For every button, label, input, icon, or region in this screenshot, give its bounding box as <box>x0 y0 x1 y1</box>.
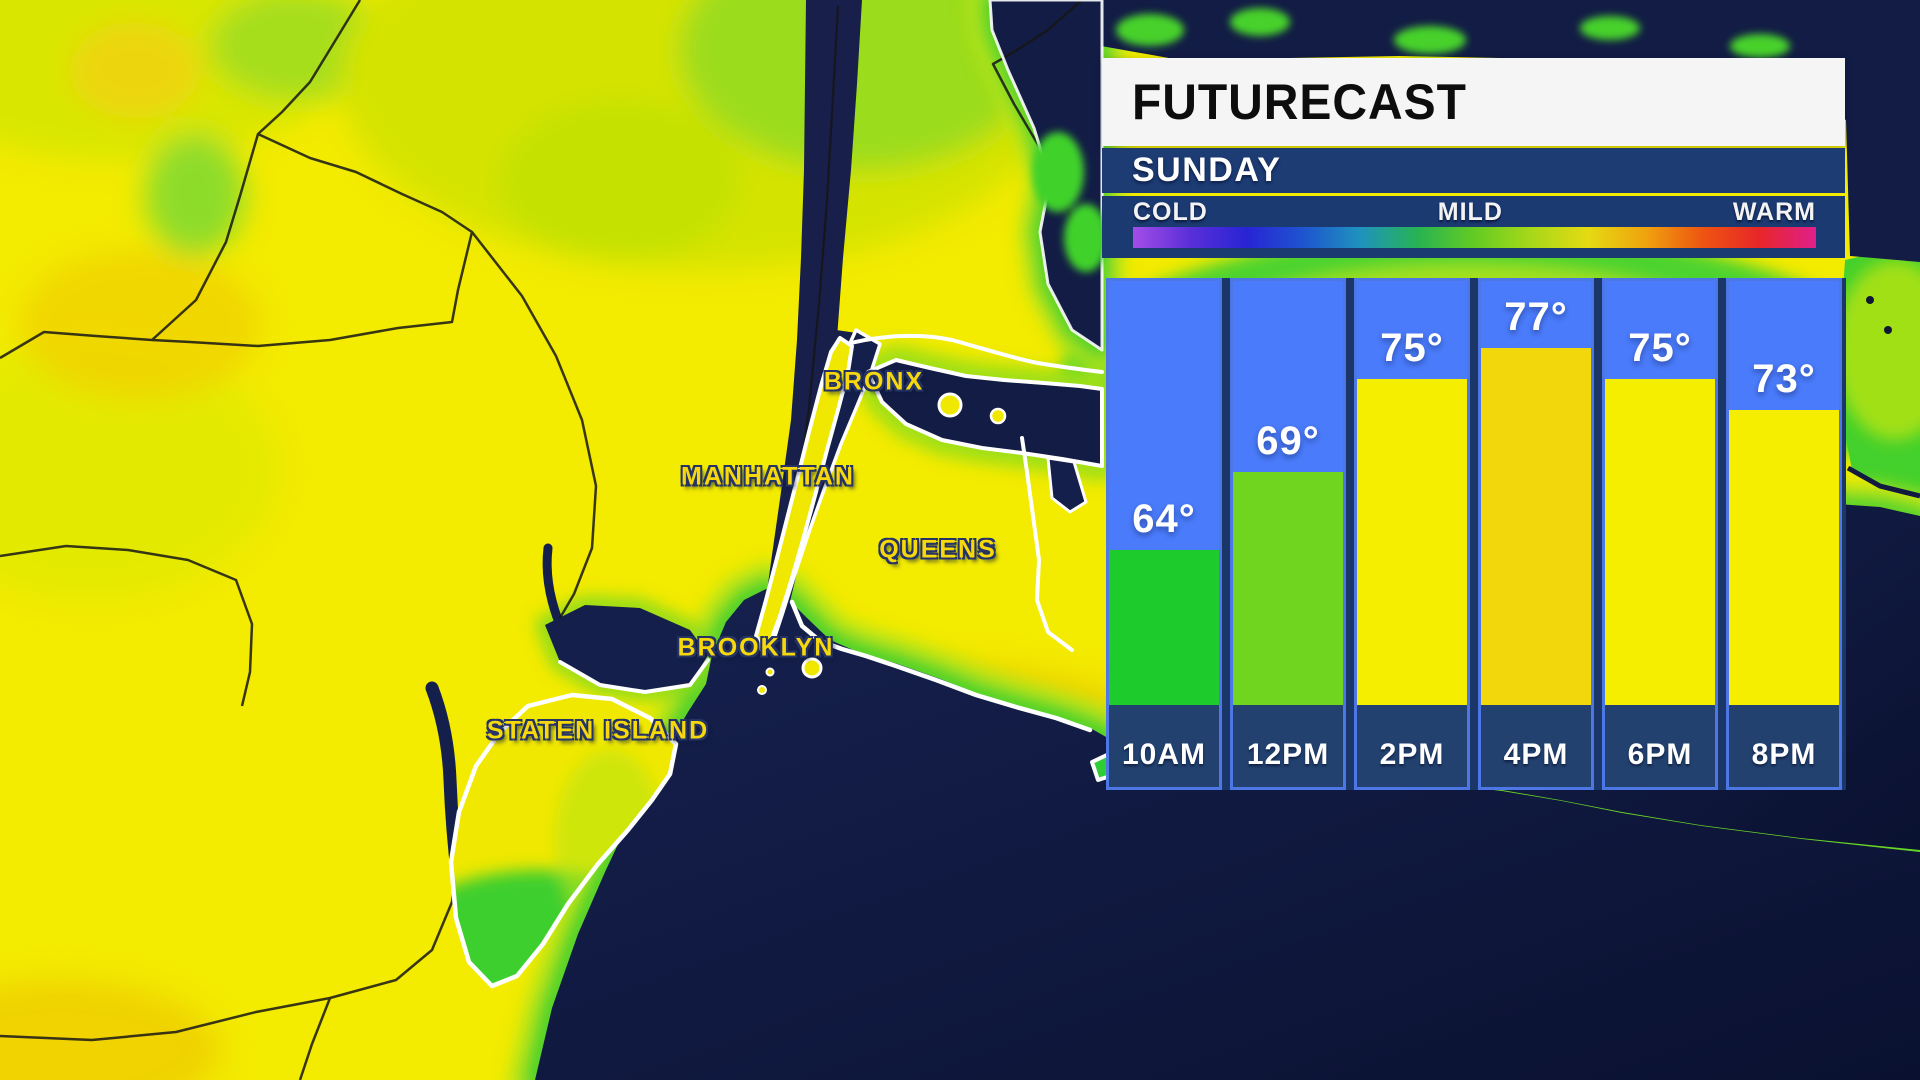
hourly-forecast-columns: 64° 10AM 69° 12PM 75° 2PM 77° 4PM 75° 6PM 73° 8PM <box>1106 278 1846 790</box>
map-region-label-brooklyn: BROOKLYN <box>677 633 835 662</box>
column-bar-area: 64° <box>1109 281 1219 705</box>
forecast-column: 64° 10AM <box>1106 278 1222 790</box>
scale-labels: COLD MILD WARM <box>1133 198 1816 227</box>
temperature-bar <box>1481 348 1591 705</box>
map-region-label-bronx: BRONX <box>823 367 925 396</box>
time-label: 4PM <box>1481 705 1591 787</box>
column-bar-area: 77° <box>1481 281 1591 705</box>
panel-title: FUTURECAST <box>1132 74 1467 130</box>
temperature-bar <box>1109 550 1219 705</box>
temperature-label: 73° <box>1752 357 1816 401</box>
column-bar-area: 75° <box>1357 281 1467 705</box>
temperature-bar <box>1357 379 1467 705</box>
map-region-label-queens: QUEENS <box>879 535 997 564</box>
temperature-gradient-bar <box>1133 227 1816 248</box>
temperature-label: 77° <box>1504 295 1568 339</box>
scale-label-warm: WARM <box>1732 198 1816 226</box>
day-bar: SUNDAY <box>1102 148 1845 193</box>
column-bar-area: 69° <box>1233 281 1343 705</box>
queens-nassau-border <box>1020 436 1074 652</box>
temperature-scale: COLD MILD WARM <box>1102 196 1845 258</box>
column-bar-area: 75° <box>1605 281 1715 705</box>
right-shore-coastline <box>1846 465 1920 499</box>
borough-outlines <box>451 0 1430 986</box>
bronx-border <box>841 333 1104 374</box>
temperature-label: 69° <box>1256 419 1320 463</box>
temperature-bar <box>1233 472 1343 705</box>
brooklyn-coast <box>789 599 1093 733</box>
temperature-label: 64° <box>1132 497 1196 541</box>
time-label: 2PM <box>1357 705 1467 787</box>
forecast-column: 73° 8PM <box>1726 278 1842 790</box>
scale-label-cold: COLD <box>1133 198 1208 226</box>
day-label: SUNDAY <box>1132 151 1282 189</box>
column-bar-area: 73° <box>1729 281 1839 705</box>
time-label: 12PM <box>1233 705 1343 787</box>
time-label: 8PM <box>1729 705 1839 787</box>
sound-shore-green <box>1032 8 1790 272</box>
forecast-column: 75° 6PM <box>1602 278 1718 790</box>
map-region-label-staten-island: STATEN ISLAND <box>486 716 710 745</box>
map-region-label-manhattan: MANHATTAN <box>681 462 855 491</box>
time-label: 6PM <box>1605 705 1715 787</box>
futurecast-header: FUTURECAST <box>1102 58 1845 146</box>
forecast-column: 69° 12PM <box>1230 278 1346 790</box>
time-label: 10AM <box>1109 705 1219 787</box>
passaic-river <box>542 543 563 625</box>
temperature-label: 75° <box>1628 326 1692 370</box>
forecast-column: 77° 4PM <box>1478 278 1594 790</box>
scale-label-mild: MILD <box>1437 198 1503 226</box>
temperature-label: 75° <box>1380 326 1444 370</box>
temperature-bar <box>1729 410 1839 705</box>
forecast-column: 75° 2PM <box>1354 278 1470 790</box>
temperature-bar <box>1605 379 1715 705</box>
